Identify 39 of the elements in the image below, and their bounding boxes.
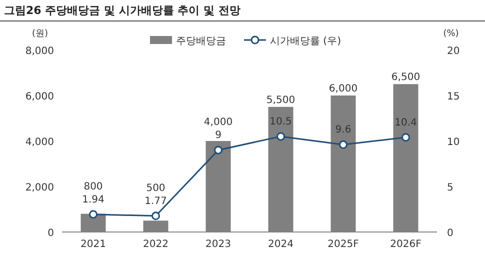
x-tick-label: 2024 — [268, 239, 294, 250]
x-tick-label: 2026F — [390, 239, 422, 250]
x-tick-label: 2023 — [206, 239, 231, 250]
chart-title: 그림26 주당배당금 및 시가배당률 추이 및 전망 — [4, 4, 240, 17]
data-label: 10.4 — [394, 117, 417, 128]
y2-tick-label: 0 — [447, 228, 454, 239]
x-tick-label: 2021 — [80, 239, 106, 250]
data-label: 1.94 — [82, 194, 104, 206]
point — [214, 146, 222, 154]
x-tick-label: 2022 — [143, 239, 168, 250]
data-label: 1.77 — [144, 196, 167, 207]
data-label: 9.6 — [335, 124, 352, 136]
legend-label: 주당배당금 — [176, 36, 226, 47]
data-label: 9 — [215, 130, 222, 142]
y2-tick-label: 20 — [447, 46, 460, 57]
y-tick-label: 8,000 — [25, 46, 54, 57]
y-tick-label: 6,000 — [25, 92, 54, 102]
data-label: 5,500 — [266, 94, 296, 106]
y2-tick-label: 15 — [447, 92, 460, 102]
point — [152, 212, 160, 220]
data-label: 500 — [146, 182, 166, 194]
x-tick-label: 2025F — [328, 239, 360, 250]
data-label: 4,000 — [204, 117, 233, 128]
y-axis-title: (원) — [32, 29, 48, 39]
legend-label: 시가배당률 (우) — [270, 36, 342, 47]
y2-axis-title: (%) — [443, 29, 459, 39]
data-label: 6,500 — [391, 72, 420, 84]
y2-tick-label: 10 — [447, 137, 460, 148]
y-tick-label: 0 — [48, 228, 54, 239]
data-label: 800 — [84, 181, 103, 192]
point — [89, 210, 98, 219]
y-tick-label: 2,000 — [25, 182, 54, 194]
point — [276, 132, 285, 141]
point — [402, 133, 410, 142]
point — [339, 140, 348, 149]
y2-tick-label: 5 — [447, 182, 454, 194]
y-tick-label: 4,000 — [25, 137, 54, 148]
data-label: 10.5 — [270, 116, 292, 128]
data-label: 6,000 — [328, 84, 358, 94]
